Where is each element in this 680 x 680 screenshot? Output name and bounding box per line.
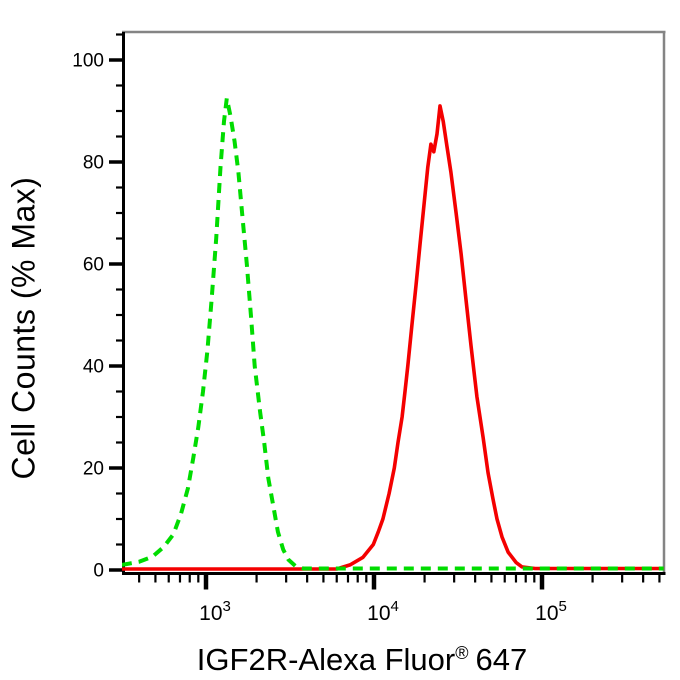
x-axis-title-number: 647	[475, 642, 528, 677]
y-tick-label: 40	[83, 357, 104, 378]
x-tick-label: 103	[199, 598, 231, 625]
red-solid-curve	[122, 104, 664, 571]
x-tick-label: 105	[535, 598, 567, 625]
y-tick-label: 100	[72, 51, 104, 72]
registered-trademark-symbol: ®	[455, 643, 469, 663]
x-axis-title: IGF2R-Alexa Fluor® 647	[197, 642, 527, 678]
x-axis-title-text: IGF2R-Alexa Fluor	[196, 642, 456, 677]
y-tick-label: 60	[83, 255, 104, 276]
y-axis-label: Cell Counts (% Max)	[5, 176, 42, 480]
y-tick-label: 20	[83, 459, 104, 480]
y-tick-label: 0	[93, 561, 104, 582]
y-tick-label: 80	[83, 153, 104, 174]
x-tick-label: 104	[367, 598, 399, 625]
green-dashed-curve	[122, 96, 664, 571]
